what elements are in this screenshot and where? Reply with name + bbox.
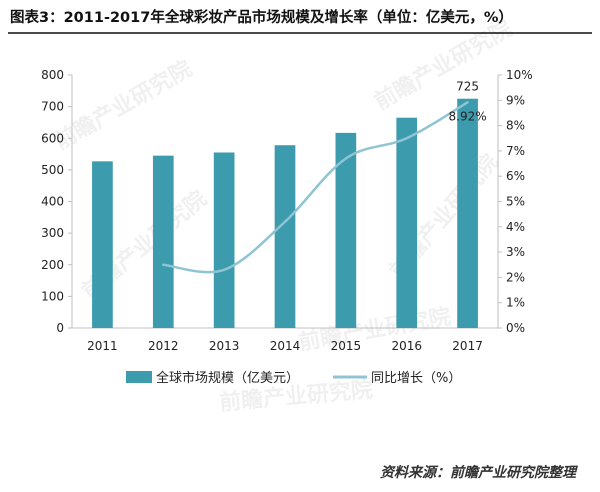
left-tick-label: 800 — [41, 68, 64, 82]
left-tick-label: 600 — [41, 131, 64, 145]
watermark-text: 前瞻产业研究院 — [370, 16, 516, 116]
source-note: 资料来源：前瞻产业研究院整理 — [380, 465, 576, 481]
growth-line-path — [162, 101, 469, 274]
left-tick-label: 100 — [41, 289, 64, 303]
left-tick-label: 700 — [41, 100, 64, 114]
x-tick-label: 2015 — [331, 339, 362, 353]
legend: 全球市场规模（亿美元） 同比增长（%） — [126, 370, 461, 386]
x-tick-label: 2014 — [270, 339, 301, 353]
legend-bar-label: 全球市场规模（亿美元） — [156, 370, 299, 386]
chart-title: 图表3：2011-2017年全球彩妆产品市场规模及增长率（单位：亿美元，%） — [10, 10, 513, 26]
right-tick-label: 5% — [506, 195, 525, 209]
left-tick-label: 500 — [41, 163, 64, 177]
right-tick-label: 4% — [506, 220, 525, 234]
right-tick-label: 8% — [506, 119, 525, 133]
right-tick-label: 10% — [506, 68, 533, 82]
axes: 0 100 200 300 400 500 600 700 800 0% 1% 2% 3% 4% 5% 6% 7… — [41, 68, 533, 353]
legend-line-label: 同比增长（%） — [371, 371, 461, 386]
right-tick-label: 2% — [506, 270, 525, 284]
watermark-text: 前瞻产业研究院 — [297, 304, 453, 356]
bars — [92, 98, 478, 328]
left-tick-label: 300 — [41, 226, 64, 240]
left-tick-label: 200 — [41, 258, 64, 272]
right-tick-label: 1% — [506, 296, 525, 310]
x-tick-label: 2013 — [209, 339, 240, 353]
x-tick-label: 2017 — [452, 339, 483, 353]
legend-bar-swatch — [126, 371, 152, 383]
bar — [457, 98, 478, 328]
right-tick-label: 0% — [506, 321, 525, 335]
bar — [396, 117, 418, 328]
left-tick-label: 400 — [41, 195, 64, 209]
bar — [92, 161, 113, 328]
x-tick-label: 2016 — [391, 339, 422, 353]
title-divider — [8, 32, 592, 34]
x-tick-label: 2011 — [87, 339, 118, 353]
bar-value-label: 725 — [456, 80, 479, 94]
left-tick-label: 0 — [56, 321, 64, 335]
right-tick-label: 9% — [506, 93, 525, 107]
right-tick-label: 3% — [506, 245, 525, 259]
bar — [274, 145, 296, 328]
right-tick-label: 6% — [506, 169, 525, 183]
line-value-label: 8.92% — [449, 109, 487, 123]
growth-line — [162, 101, 469, 274]
bar — [213, 152, 235, 328]
bar — [152, 155, 174, 328]
data-labels: 725 8.92% — [449, 80, 487, 124]
right-tick-label: 7% — [506, 144, 525, 158]
bar — [335, 132, 357, 328]
x-tick-label: 2012 — [148, 339, 179, 353]
